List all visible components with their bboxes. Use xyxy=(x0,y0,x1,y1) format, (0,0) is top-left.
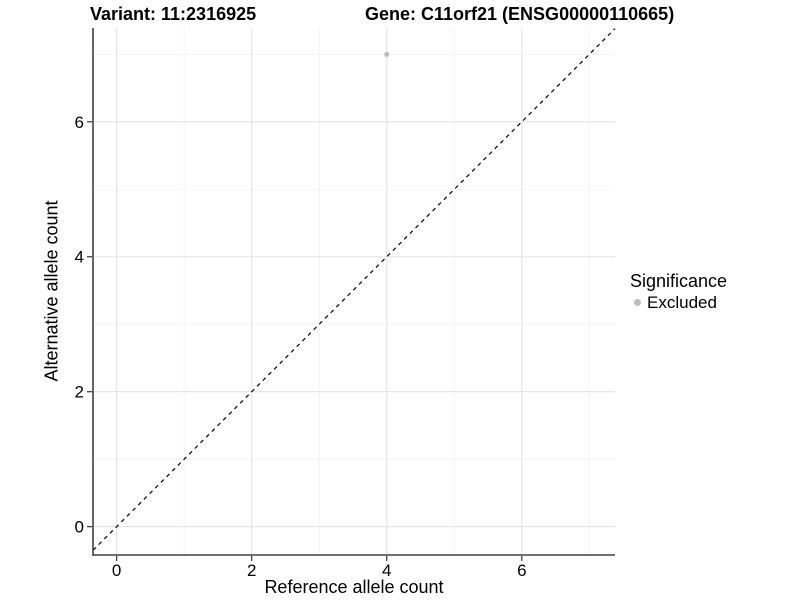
legend-title: Significance xyxy=(630,271,728,291)
x-tick-label: 4 xyxy=(382,561,391,580)
data-point xyxy=(384,51,390,57)
y-tick-label: 4 xyxy=(75,248,84,267)
x-tick-label: 0 xyxy=(112,561,121,580)
y-tick-label: 0 xyxy=(75,518,84,537)
y-tick-label: 2 xyxy=(75,383,84,402)
legend: Significance Excluded xyxy=(630,271,727,312)
x-tick-label: 6 xyxy=(517,561,526,580)
plot-title-variant: Variant: 11:2316925 xyxy=(90,4,257,24)
y-tick-label: 6 xyxy=(75,113,84,132)
identity-line xyxy=(92,28,616,551)
legend-item-label: Excluded xyxy=(647,293,717,312)
x-axis-title: Reference allele count xyxy=(264,577,444,597)
plot-title-gene: Gene: C11orf21 (ENSG00000110665) xyxy=(365,4,675,24)
y-axis-title: Alternative allele count xyxy=(41,200,62,382)
legend-dot-icon xyxy=(634,299,641,306)
x-tick-label: 2 xyxy=(247,561,256,580)
legend-item-excluded: Excluded xyxy=(630,293,727,312)
